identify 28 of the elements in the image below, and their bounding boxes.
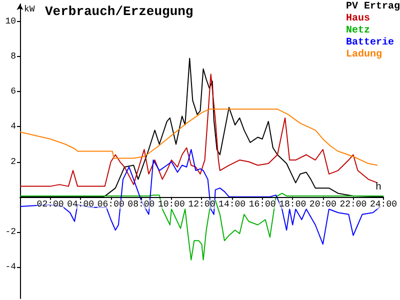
y-tick-label: 10: [5, 16, 16, 27]
line-series: [20, 74, 378, 187]
x-tick-label: 14:00: [218, 199, 246, 210]
x-tick-label: 18:00: [279, 199, 306, 210]
x-tick-label: 22:00: [340, 199, 367, 210]
x-tick-label: 06:00: [97, 199, 124, 210]
text: Batterie: [346, 36, 394, 48]
x-tick-label: 20:00: [309, 199, 336, 210]
y-tick-label: 2: [10, 156, 16, 167]
text: Haus: [346, 14, 370, 24]
y-tick-label: -4: [5, 262, 16, 272]
x-tick-label: 12:00: [188, 199, 216, 210]
y-tick-label: 8: [10, 52, 16, 62]
x-tick-label: 16:00: [248, 199, 276, 210]
x-tick-label: 04:00: [67, 199, 94, 210]
text: PV Ertrag: [346, 2, 400, 12]
text: Ladung: [346, 48, 382, 60]
x-tick-label: 08:00: [128, 199, 155, 210]
text: Netz: [346, 26, 370, 36]
y-tick-label: 6: [10, 86, 16, 97]
x-tick-label: 24:00: [370, 199, 398, 210]
line-series: [20, 108, 378, 166]
y-tick-label: 4: [10, 122, 16, 132]
y-tick-label: -2: [5, 226, 16, 237]
x-axis-title: h: [376, 181, 382, 194]
x-tick-label: 10:00: [158, 199, 185, 210]
y-axis-title: kW: [24, 4, 36, 14]
chart-title: Verbrauch/Erzeugung: [45, 4, 194, 19]
